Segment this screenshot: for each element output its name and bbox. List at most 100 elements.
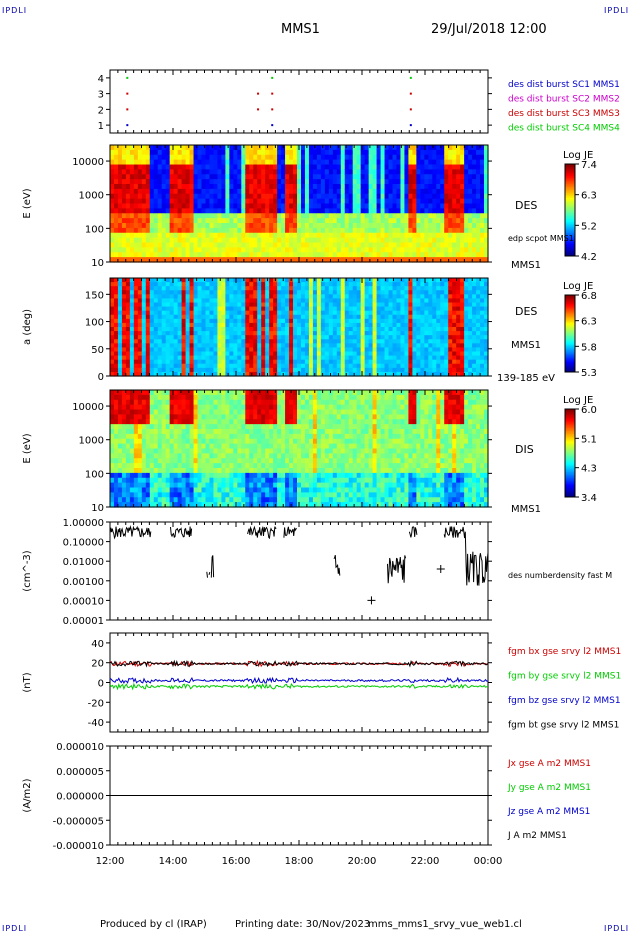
density-trace xyxy=(109,524,152,540)
density-trace xyxy=(206,571,208,578)
colorbar-cell xyxy=(565,236,575,239)
colorbar-cell xyxy=(565,416,575,419)
corner-label-top-left: IPDLI xyxy=(2,6,28,15)
colorbar-cell xyxy=(565,475,575,477)
burst-legend-3: des dist burst SC3 MMS3 xyxy=(508,109,620,119)
y-tick-label-density-1.00000: 1.00000 xyxy=(63,518,104,529)
colorbar-tick-label: 6.0 xyxy=(581,405,597,416)
current-ylabel: (A/m2) xyxy=(22,778,33,812)
colorbar-cell xyxy=(565,428,575,431)
colorbar-cell xyxy=(565,454,575,457)
colorbar-cell xyxy=(565,200,575,203)
fgm-series-2 xyxy=(109,682,489,691)
y-tick-label-des_pitch-100: 100 xyxy=(85,318,104,329)
density-trace xyxy=(283,526,298,538)
fgm-legend-2: fgm by gse srvy l2 MMS1 xyxy=(508,672,621,682)
y-tick-label-density-0.01000: 0.01000 xyxy=(63,557,104,568)
des_pitch-spectrogram xyxy=(110,278,489,377)
corner-label-bottom-left: IPDLI xyxy=(2,924,28,933)
colorbar-cell xyxy=(565,356,575,359)
colorbar-cell xyxy=(565,357,575,360)
colorbar-cell xyxy=(565,467,575,470)
fgm-series-3 xyxy=(109,676,488,684)
colorbar-cell xyxy=(565,176,575,179)
des_energy-spectrogram xyxy=(110,145,489,263)
colorbar-cell xyxy=(565,203,575,206)
colorbar-cell xyxy=(565,233,575,236)
burst-marker xyxy=(271,124,274,127)
colorbar-cell xyxy=(565,206,575,209)
colorbar-cell xyxy=(565,439,575,442)
y-tick-label-dis_energy-10000: 10000 xyxy=(72,402,104,413)
colorbar-cell xyxy=(565,489,575,492)
colorbar-title: Log JE xyxy=(563,150,593,161)
y-tick-label-fgm-40: 40 xyxy=(91,639,104,650)
colorbar-cell xyxy=(565,300,575,302)
colorbar-cell xyxy=(565,492,575,495)
colorbar-cell xyxy=(565,164,575,167)
colorbar-cell xyxy=(565,494,575,497)
colorbar-tick-label: 7.4 xyxy=(581,160,597,171)
colorbar-cell xyxy=(565,368,575,370)
current-legend-4: J A m2 MMS1 xyxy=(507,831,567,841)
des-energy-instrument-sub: MMS1 xyxy=(511,260,541,271)
colorbar-cell xyxy=(565,228,575,231)
colorbar-title: Log JE xyxy=(563,395,593,406)
burst-marker xyxy=(271,108,274,111)
colorbar-tick-label: 6.3 xyxy=(581,191,597,202)
colorbar-cell xyxy=(565,425,575,428)
y-tick-label-dis_energy-100: 100 xyxy=(85,469,104,480)
footer-produced-by: Produced by cl (IRAP) xyxy=(100,919,207,930)
density-trace xyxy=(170,526,193,538)
colorbar-cell xyxy=(565,445,575,448)
colorbar-cell xyxy=(565,448,575,451)
colorbar-cell xyxy=(565,193,575,196)
colorbar-cell xyxy=(565,226,575,229)
density-trace xyxy=(247,525,277,540)
y-tick-label-current-0.000000: 0.000000 xyxy=(56,792,104,803)
fgm-ylabel: (nT) xyxy=(22,672,33,692)
colorbar-cell xyxy=(565,296,575,299)
colorbar-cell xyxy=(565,295,575,297)
colorbar-cell xyxy=(565,348,575,351)
colorbar-cell xyxy=(565,249,575,252)
colorbar-cell xyxy=(565,476,575,479)
des-pitch-colorbar xyxy=(564,294,576,373)
colorbar-cell xyxy=(565,455,575,458)
colorbar-cell xyxy=(565,429,575,432)
colorbar-cell xyxy=(565,339,575,342)
burst-marker xyxy=(257,108,260,111)
density-marker xyxy=(367,596,376,605)
colorbar-cell xyxy=(565,196,575,199)
colorbar-cell xyxy=(565,360,575,363)
density-trace xyxy=(408,526,418,538)
colorbar-cell xyxy=(565,252,575,255)
y-tick-label-des_pitch-150: 150 xyxy=(85,290,104,301)
colorbar-cell xyxy=(565,479,575,482)
colorbar-cell xyxy=(565,214,575,217)
burst-marker xyxy=(126,76,129,79)
colorbar-cell xyxy=(565,182,575,185)
burst-marker xyxy=(257,92,260,95)
colorbar-cell xyxy=(565,248,575,251)
colorbar-cell xyxy=(565,197,575,200)
colorbar-cell xyxy=(565,457,575,460)
colorbar-title: Log JE xyxy=(563,281,593,292)
colorbar-cell xyxy=(565,185,575,188)
colorbar-cell xyxy=(565,438,575,441)
x-tick-label-5: 22:00 xyxy=(411,856,440,867)
colorbar-cell xyxy=(565,347,575,350)
fgm-legend-4: fgm bt gse srvy l2 MMS1 xyxy=(508,721,619,731)
colorbar-cell xyxy=(565,305,575,308)
colorbar-cell xyxy=(565,417,575,420)
current-legend-3: Jz gse A m2 MMS1 xyxy=(507,807,590,817)
corner-label-top-right: IPDLI xyxy=(604,6,630,15)
colorbar-tick-label: 5.8 xyxy=(581,342,597,353)
des_energy-ylabel: E (eV) xyxy=(22,188,33,218)
colorbar-cell xyxy=(565,444,575,447)
y-tick-label-current--0.000005: -0.000005 xyxy=(53,816,104,827)
colorbar-cell xyxy=(565,211,575,214)
des-energy-instrument: DES xyxy=(515,199,537,212)
date-time: 29/Jul/2018 12:00 xyxy=(431,22,547,37)
